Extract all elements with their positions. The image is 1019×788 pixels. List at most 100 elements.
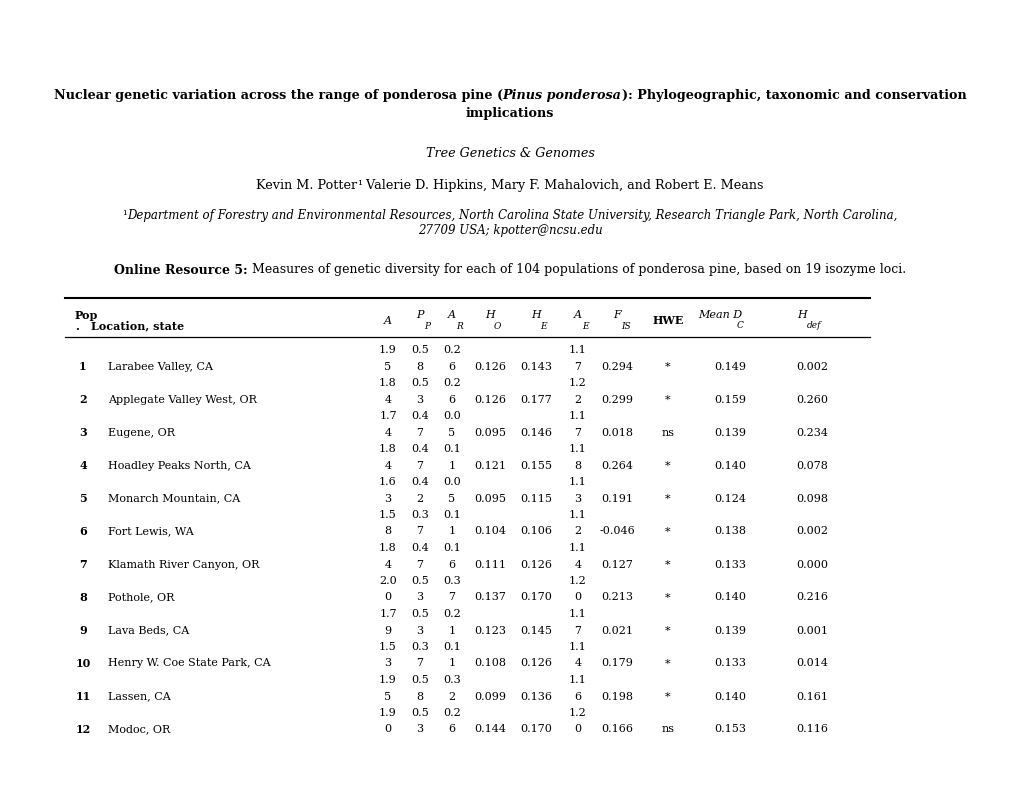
Text: 0.191: 0.191 (600, 493, 633, 504)
Text: Measures of genetic diversity for each of 104 populations of ponderosa pine, bas: Measures of genetic diversity for each o… (248, 263, 905, 277)
Text: 6: 6 (79, 526, 87, 537)
Text: 8: 8 (384, 526, 391, 537)
Text: 0.146: 0.146 (520, 428, 551, 437)
Text: 2.0: 2.0 (379, 576, 396, 586)
Text: 6: 6 (448, 724, 455, 734)
Text: 27709 USA; kpotter@ncsu.edu: 27709 USA; kpotter@ncsu.edu (417, 224, 602, 236)
Text: 0.127: 0.127 (600, 559, 633, 570)
Text: 0.179: 0.179 (600, 659, 633, 668)
Text: 0.4: 0.4 (411, 444, 428, 454)
Text: HWE: HWE (652, 315, 683, 326)
Text: 0.021: 0.021 (600, 626, 633, 635)
Text: 1.8: 1.8 (379, 543, 396, 553)
Text: 4: 4 (384, 395, 391, 404)
Text: 0.018: 0.018 (600, 428, 633, 437)
Text: *: * (664, 559, 671, 570)
Text: 0.140: 0.140 (713, 593, 745, 603)
Text: 0.5: 0.5 (411, 609, 428, 619)
Text: 0.170: 0.170 (520, 724, 551, 734)
Text: Online Resource 5:: Online Resource 5: (114, 263, 248, 277)
Text: Modoc, OR: Modoc, OR (108, 724, 170, 734)
Text: 0.098: 0.098 (795, 493, 827, 504)
Text: 0.5: 0.5 (411, 345, 428, 355)
Text: 4: 4 (574, 659, 581, 668)
Text: Henry W. Coe State Park, CA: Henry W. Coe State Park, CA (108, 659, 270, 668)
Text: *: * (664, 626, 671, 635)
Text: 2: 2 (448, 692, 455, 701)
Text: 0.5: 0.5 (411, 708, 428, 718)
Text: 0.3: 0.3 (442, 675, 461, 685)
Text: 0.234: 0.234 (795, 428, 827, 437)
Text: 0.155: 0.155 (520, 460, 551, 470)
Text: 0.014: 0.014 (795, 659, 827, 668)
Text: 7: 7 (574, 362, 581, 371)
Text: 1.8: 1.8 (379, 378, 396, 388)
Text: 6: 6 (448, 395, 455, 404)
Text: 0.124: 0.124 (713, 493, 745, 504)
Text: 1.1: 1.1 (569, 609, 586, 619)
Text: 1.1: 1.1 (569, 675, 586, 685)
Text: 3: 3 (79, 427, 87, 438)
Text: Eugene, OR: Eugene, OR (108, 428, 175, 437)
Text: 0.095: 0.095 (474, 493, 505, 504)
Text: 0.144: 0.144 (474, 724, 505, 734)
Text: 1.1: 1.1 (569, 444, 586, 454)
Text: 6: 6 (574, 692, 581, 701)
Text: 7: 7 (79, 559, 87, 570)
Text: *: * (664, 659, 671, 668)
Text: Department of Forestry and Environmental Resources, North Carolina State Univers: Department of Forestry and Environmental… (127, 209, 897, 221)
Text: 0.078: 0.078 (795, 460, 827, 470)
Text: *: * (664, 493, 671, 504)
Text: 5: 5 (448, 428, 455, 437)
Text: Location, state: Location, state (92, 321, 184, 332)
Text: Pop: Pop (75, 310, 98, 321)
Text: Pothole, OR: Pothole, OR (108, 593, 174, 603)
Text: .: . (75, 321, 78, 332)
Text: Lassen, CA: Lassen, CA (108, 692, 170, 701)
Text: 6: 6 (448, 362, 455, 371)
Text: *: * (664, 460, 671, 470)
Text: 0.1: 0.1 (442, 510, 461, 520)
Text: ns: ns (661, 428, 674, 437)
Text: 7: 7 (448, 593, 455, 603)
Text: 8: 8 (416, 692, 423, 701)
Text: def: def (806, 321, 820, 329)
Text: 1.5: 1.5 (379, 510, 396, 520)
Text: 0.177: 0.177 (520, 395, 551, 404)
Text: 0.106: 0.106 (520, 526, 551, 537)
Text: 0.000: 0.000 (795, 559, 827, 570)
Text: 1: 1 (448, 659, 455, 668)
Text: 1: 1 (79, 361, 87, 372)
Text: 6: 6 (448, 559, 455, 570)
Text: implications: implications (466, 106, 553, 120)
Text: Hoadley Peaks North, CA: Hoadley Peaks North, CA (108, 460, 251, 470)
Text: 0.3: 0.3 (411, 510, 428, 520)
Text: O: O (493, 322, 501, 330)
Text: 1.1: 1.1 (569, 411, 586, 421)
Text: 0.139: 0.139 (713, 626, 745, 635)
Text: *: * (664, 362, 671, 371)
Text: 9: 9 (384, 626, 391, 635)
Text: 7: 7 (416, 659, 423, 668)
Text: 0.002: 0.002 (795, 362, 827, 371)
Text: 2: 2 (79, 394, 87, 405)
Text: 2: 2 (574, 395, 581, 404)
Text: Nuclear genetic variation across the range of ponderosa pine (: Nuclear genetic variation across the ran… (54, 88, 502, 102)
Text: A: A (383, 315, 391, 325)
Text: Monarch Mountain, CA: Monarch Mountain, CA (108, 493, 240, 504)
Text: 3: 3 (416, 724, 423, 734)
Text: 0.3: 0.3 (442, 576, 461, 586)
Text: Applegate Valley West, OR: Applegate Valley West, OR (108, 395, 257, 404)
Text: 0.5: 0.5 (411, 576, 428, 586)
Text: 4: 4 (384, 428, 391, 437)
Text: 0.126: 0.126 (474, 362, 505, 371)
Text: 5: 5 (384, 362, 391, 371)
Text: 0.5: 0.5 (411, 675, 428, 685)
Text: 1.5: 1.5 (379, 642, 396, 652)
Text: 0.0: 0.0 (442, 477, 461, 487)
Text: 11: 11 (75, 691, 91, 702)
Text: 1.6: 1.6 (379, 477, 396, 487)
Text: 1: 1 (448, 460, 455, 470)
Text: 0.136: 0.136 (520, 692, 551, 701)
Text: ): Phylogeographic, taxonomic and conservation: ): Phylogeographic, taxonomic and conser… (621, 88, 965, 102)
